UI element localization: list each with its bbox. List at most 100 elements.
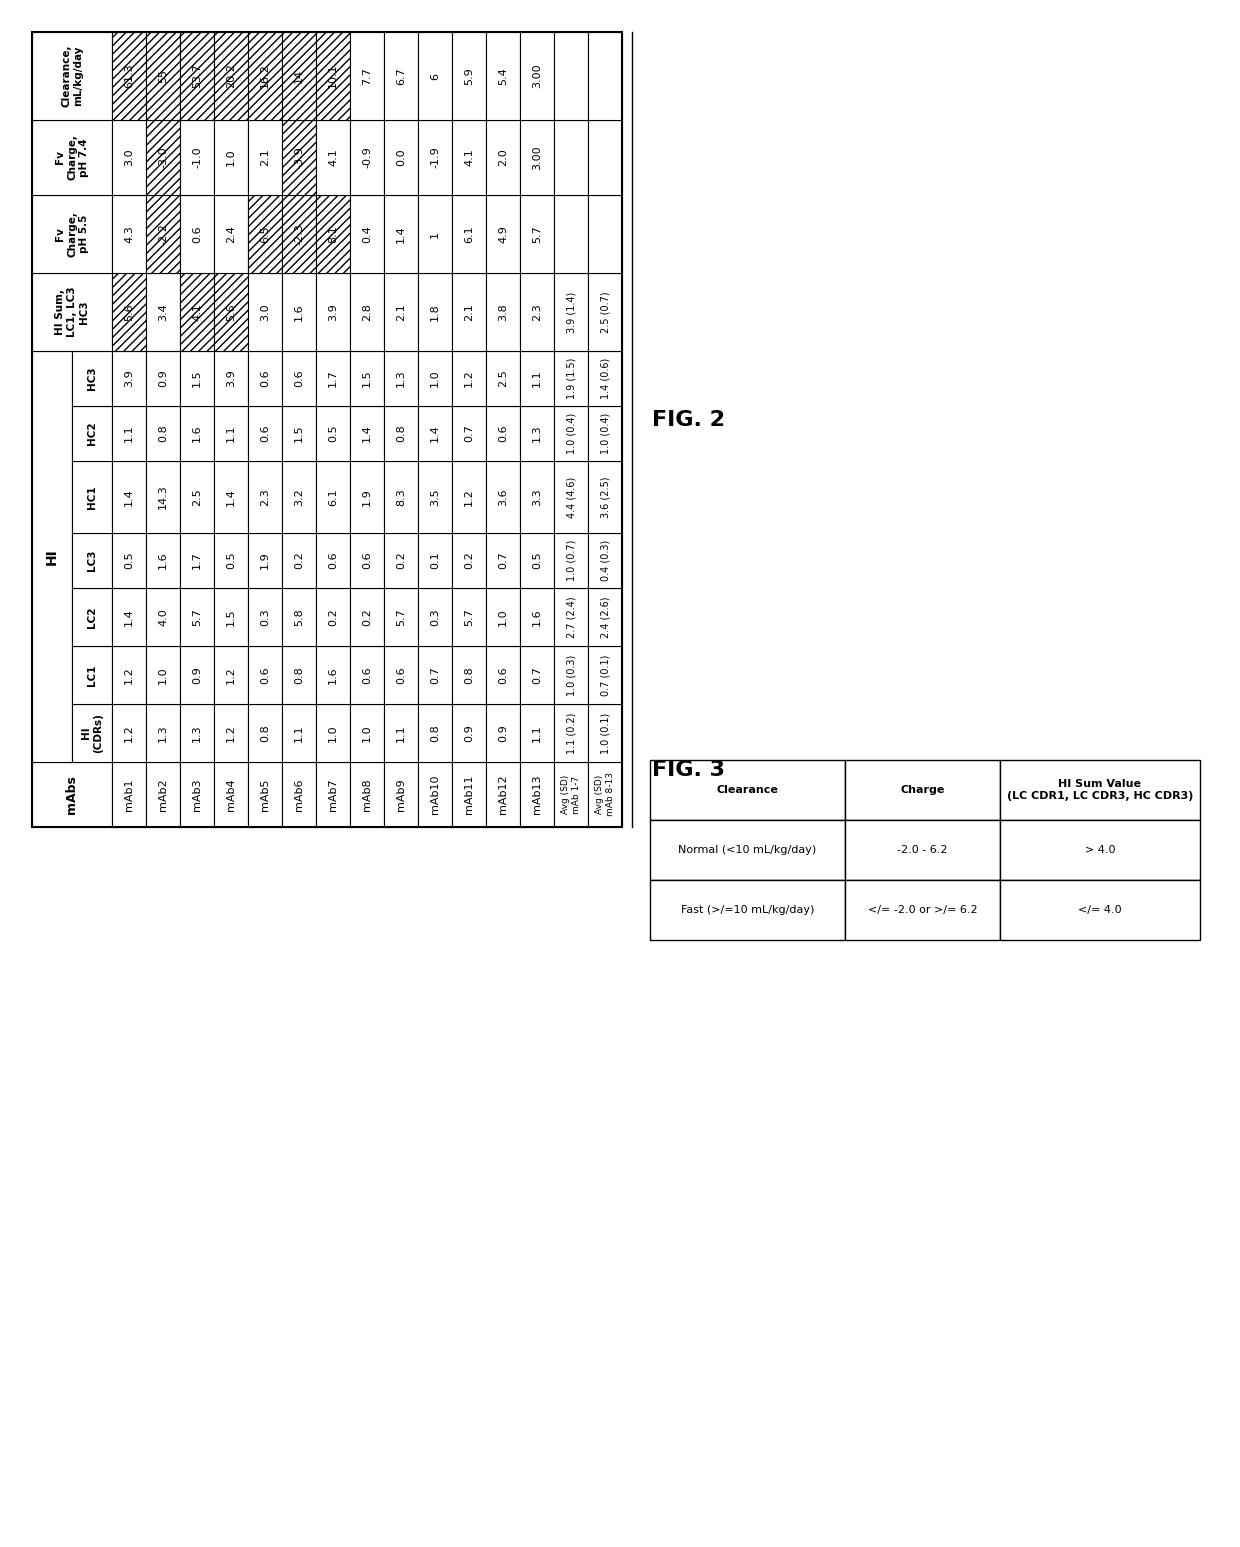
Text: -1.9: -1.9 <box>430 147 440 169</box>
Text: 55: 55 <box>157 70 167 84</box>
Bar <box>486 405 520 461</box>
Bar <box>844 760 999 820</box>
Bar <box>72 704 112 763</box>
Text: 2.0: 2.0 <box>498 149 508 167</box>
Text: -2.3: -2.3 <box>294 223 304 244</box>
Text: 3.0: 3.0 <box>260 303 270 320</box>
Text: 0.6: 0.6 <box>362 552 372 569</box>
Bar <box>215 121 248 195</box>
Text: 1.2: 1.2 <box>124 667 134 684</box>
Text: 1.0 (0.3): 1.0 (0.3) <box>565 654 577 696</box>
Text: 1.5: 1.5 <box>362 370 372 387</box>
Text: 3.6: 3.6 <box>498 489 508 506</box>
Bar <box>112 272 146 351</box>
Bar <box>281 32 316 121</box>
Bar <box>554 351 588 405</box>
Text: 0.8: 0.8 <box>157 424 167 442</box>
Text: 0.6: 0.6 <box>329 552 339 569</box>
Text: 0.7: 0.7 <box>498 552 508 569</box>
Text: 0.3: 0.3 <box>430 608 440 627</box>
Text: 1.5: 1.5 <box>294 425 304 442</box>
Text: 2.1: 2.1 <box>260 149 270 167</box>
Text: 4.4 (4.6): 4.4 (4.6) <box>565 476 577 518</box>
Bar <box>453 195 486 272</box>
Text: 6: 6 <box>430 73 440 79</box>
Text: </= -2.0 or >/= 6.2: </= -2.0 or >/= 6.2 <box>868 905 977 914</box>
Text: 0.5: 0.5 <box>329 425 339 442</box>
Text: 1.0: 1.0 <box>430 370 440 387</box>
Text: 1.2: 1.2 <box>226 667 236 684</box>
Bar <box>215 704 248 763</box>
Bar <box>520 647 554 704</box>
Text: Clearance,
mL/kg/day: Clearance, mL/kg/day <box>61 45 83 107</box>
Bar <box>520 588 554 647</box>
Text: 0.4 (0.3): 0.4 (0.3) <box>600 540 610 582</box>
Bar <box>554 121 588 195</box>
Bar <box>316 647 350 704</box>
Text: mAb1: mAb1 <box>124 778 134 811</box>
Bar <box>146 534 180 588</box>
Text: mAb2: mAb2 <box>157 778 167 811</box>
Bar <box>112 32 146 121</box>
Text: 2.8: 2.8 <box>362 303 372 320</box>
Text: 5.6: 5.6 <box>226 303 236 320</box>
Text: 1.2: 1.2 <box>464 489 474 506</box>
Bar <box>180 704 215 763</box>
Text: 3.00: 3.00 <box>532 145 542 170</box>
Bar <box>453 272 486 351</box>
Text: 5.8: 5.8 <box>294 608 304 627</box>
Bar <box>248 588 281 647</box>
Bar <box>486 763 520 828</box>
Text: 14.3: 14.3 <box>157 484 167 509</box>
Text: 4.9: 4.9 <box>498 224 508 243</box>
Text: -3.9: -3.9 <box>294 147 304 169</box>
Bar <box>32 32 112 121</box>
Bar <box>999 820 1200 880</box>
Bar <box>588 405 622 461</box>
Bar <box>418 647 453 704</box>
Bar <box>588 351 622 405</box>
Bar <box>418 272 453 351</box>
Bar <box>384 195 418 272</box>
Bar <box>281 272 316 351</box>
Text: 6.7: 6.7 <box>396 67 405 85</box>
Bar <box>588 647 622 704</box>
Text: 1.6: 1.6 <box>532 608 542 627</box>
Text: 1.7: 1.7 <box>329 370 339 387</box>
Bar <box>384 704 418 763</box>
Text: 3.0: 3.0 <box>124 149 134 167</box>
Bar <box>554 763 588 828</box>
Text: 0.9: 0.9 <box>192 667 202 684</box>
Bar <box>112 763 146 828</box>
Text: 5.6: 5.6 <box>124 303 134 320</box>
Text: 6.1: 6.1 <box>329 489 339 506</box>
Bar <box>520 195 554 272</box>
Bar <box>520 763 554 828</box>
Text: 1.1: 1.1 <box>532 724 542 743</box>
Text: 6.1: 6.1 <box>464 226 474 243</box>
Bar <box>453 534 486 588</box>
Text: HI: HI <box>45 548 60 565</box>
Bar <box>384 763 418 828</box>
Text: HI
(CDRs): HI (CDRs) <box>81 713 103 753</box>
Text: 16.2: 16.2 <box>260 63 270 88</box>
Text: 3.9 (1.4): 3.9 (1.4) <box>565 291 577 333</box>
Text: mAb8: mAb8 <box>362 778 372 811</box>
Text: 1.0 (0.4): 1.0 (0.4) <box>600 413 610 455</box>
Bar <box>554 647 588 704</box>
Text: 1.5: 1.5 <box>192 370 202 387</box>
Text: 1.7: 1.7 <box>192 552 202 569</box>
Text: 3.9: 3.9 <box>124 370 134 387</box>
Text: Clearance: Clearance <box>717 784 779 795</box>
Bar <box>281 351 316 405</box>
Text: 0.7: 0.7 <box>532 667 542 684</box>
Text: 1.9 (1.5): 1.9 (1.5) <box>565 357 577 399</box>
Text: 0.6: 0.6 <box>396 667 405 684</box>
Text: 1.6: 1.6 <box>329 667 339 684</box>
Text: 0.7: 0.7 <box>430 667 440 684</box>
Text: 3.8: 3.8 <box>498 303 508 320</box>
Bar <box>650 880 844 941</box>
Text: 0.1: 0.1 <box>430 552 440 569</box>
Bar <box>453 32 486 121</box>
Bar <box>384 461 418 534</box>
